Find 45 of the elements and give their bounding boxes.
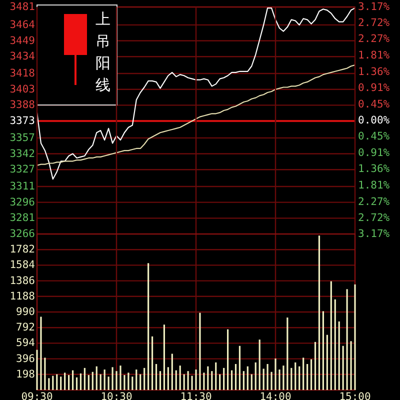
y2-tick-label: 2.27%	[358, 33, 390, 46]
y-tick-label: 3281	[10, 212, 35, 224]
y-tick-label: 3464	[10, 18, 35, 31]
y2-tick-label: 0.45%	[358, 130, 390, 143]
y-tick-label: 3434	[10, 50, 35, 63]
x-tick-label: 14:00	[260, 391, 292, 400]
x-tick-label: 11:30	[180, 391, 212, 400]
y-tick-label: 3357	[10, 132, 35, 144]
y-tick-label: 3373	[10, 115, 35, 128]
y-tick-label: 1188	[10, 290, 35, 302]
y-tick-label: 3403	[10, 83, 35, 96]
y-tick-label: 3481	[10, 1, 35, 13]
y-tick-label: 792	[16, 322, 35, 334]
x-tick-label: 09:30	[21, 391, 53, 400]
y-tick-label: 3342	[10, 148, 35, 160]
y-tick-label: 594	[16, 337, 35, 350]
y-tick-label: 1386	[10, 274, 35, 287]
y2-tick-label: 2.72%	[358, 212, 390, 224]
x-tick-label: 10:30	[100, 391, 132, 400]
y2-tick-label: 2.27%	[358, 196, 390, 208]
annotation: 上吊阳线	[96, 10, 110, 94]
y-tick-label: 1584	[10, 259, 35, 272]
y-tick-label: 3311	[10, 180, 35, 192]
y2-tick-label: 1.81%	[358, 50, 390, 62]
y-tick-label: 396	[16, 352, 35, 365]
y-tick-label: 3327	[10, 164, 35, 176]
y-tick-label: 3266	[10, 228, 35, 240]
y2-tick-label: 0.91%	[358, 147, 390, 160]
y2-tick-label: 3.17%	[358, 1, 390, 13]
y-tick-label: 3449	[10, 34, 35, 47]
x-tick-label: 15:00	[339, 391, 371, 400]
y2-tick-label: 2.72%	[358, 17, 390, 30]
y2-tick-label: 0.45%	[358, 98, 390, 110]
y2-tick-label: 3.17%	[358, 228, 390, 240]
y-tick-label: 1782	[10, 244, 35, 256]
y-tick-label: 3296	[10, 196, 35, 208]
y-tick-label: 3388	[10, 99, 35, 112]
y2-tick-label: 1.81%	[358, 179, 390, 192]
y2-tick-label: 1.36%	[358, 66, 390, 78]
y2-tick-label: 0.91%	[358, 82, 390, 94]
y2-tick-label: 1.36%	[358, 163, 390, 176]
y-tick-label: 3418	[10, 68, 35, 80]
y-tick-label: 990	[16, 306, 35, 318]
y-tick-label: 198	[16, 368, 35, 380]
y2-tick-label: 0.00%	[358, 114, 390, 126]
